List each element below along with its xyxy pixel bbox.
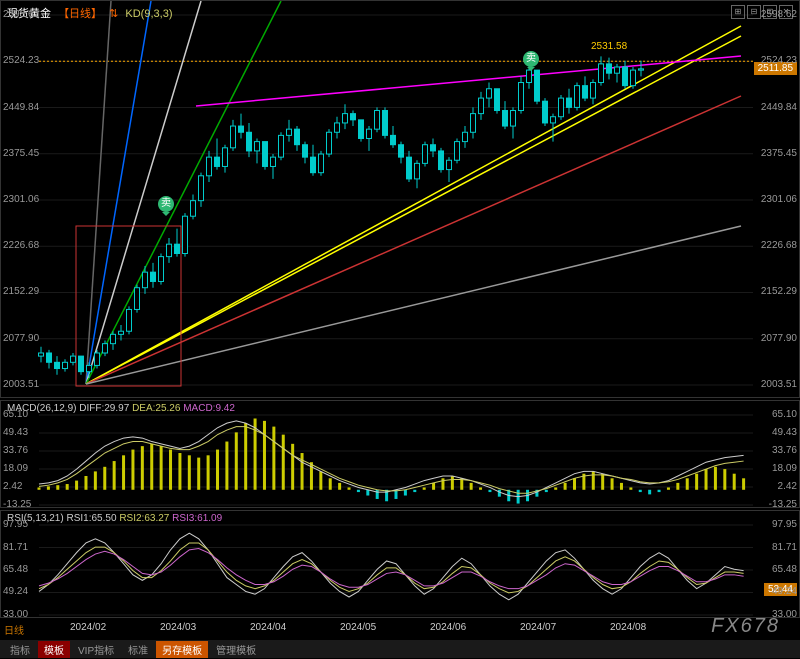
rsi-ytick-r: 81.71 — [772, 542, 797, 553]
y-tick-right: 2077.90 — [761, 333, 797, 344]
macd-ytick-r: 65.10 — [772, 409, 797, 420]
footer-tab[interactable]: 另存模板 — [156, 641, 208, 658]
macd-value: MACD:9.42 — [183, 403, 235, 414]
rsi3: RSI3:61.09 — [172, 513, 222, 524]
macd-ytick: 18.09 — [3, 463, 28, 474]
y-tick-left: 2449.84 — [3, 102, 39, 113]
macd-svg — [1, 401, 800, 509]
y-tick-left: 2003.51 — [3, 379, 39, 390]
macd-diff: DIFF:29.97 — [79, 403, 129, 414]
macd-ytick-r: 49.43 — [772, 427, 797, 438]
y-tick-left: 2077.90 — [3, 333, 39, 344]
y-tick-right: 2301.06 — [761, 194, 797, 205]
layout-icon[interactable]: ⊞ — [731, 5, 745, 19]
y-tick-right: 2152.29 — [761, 286, 797, 297]
macd-ytick: 2.42 — [3, 481, 22, 492]
y-tick-left: 2152.29 — [3, 286, 39, 297]
rsi-ytick: 65.48 — [3, 564, 28, 575]
footer-tab[interactable]: 指标 — [4, 641, 36, 658]
macd-ytick-r: -13.25 — [769, 499, 797, 510]
macd-header: MACD(26,12,9) DIFF:29.97 DEA:25.26 MACD:… — [7, 403, 235, 414]
y-tick-right: 2226.68 — [761, 240, 797, 251]
rsi-ytick-r: 65.48 — [772, 564, 797, 575]
footer-tab[interactable]: 模板 — [38, 641, 70, 658]
y-tick-right: 2598.62 — [761, 9, 797, 20]
rsi-ytick-r: 49.24 — [772, 586, 797, 597]
y-tick-right: 2375.45 — [761, 148, 797, 159]
main-chart-svg — [1, 1, 800, 399]
sell-marker: 卖 — [523, 51, 539, 67]
x-tick: 2024/07 — [520, 622, 556, 633]
macd-dea: DEA:25.26 — [132, 403, 180, 414]
rsi-indicator-panel[interactable]: RSI(5,13,21) RSI1:65.50 RSI2:63.27 RSI3:… — [0, 510, 800, 618]
macd-indicator-panel[interactable]: MACD(26,12,9) DIFF:29.97 DEA:25.26 MACD:… — [0, 400, 800, 508]
x-tick: 2024/02 — [70, 622, 106, 633]
macd-ytick-r: 18.09 — [772, 463, 797, 474]
x-tick: 2024/05 — [340, 622, 376, 633]
y-tick-right: 2003.51 — [761, 379, 797, 390]
kd-label: KD(9,3,3) — [125, 8, 172, 20]
minimize-icon[interactable]: ⊟ — [747, 5, 761, 19]
arrows-icon: ⇅ — [109, 8, 118, 20]
footer-tab[interactable]: VIP指标 — [72, 641, 120, 658]
rsi-ytick: 49.24 — [3, 586, 28, 597]
y-tick-left: 2301.06 — [3, 194, 39, 205]
footer-tab[interactable]: 管理模板 — [210, 641, 262, 658]
x-tick: 2024/06 — [430, 622, 466, 633]
y-tick-left: 2598.62 — [3, 9, 39, 20]
y-tick-right: 2449.84 — [761, 102, 797, 113]
main-price-chart[interactable]: 现货黄金 【日线】 ⇅ KD(9,3,3) ⊞ ⊟ ⊡ ✕ 2511.85 25… — [0, 0, 800, 398]
x-tick: 2024/08 — [610, 622, 646, 633]
macd-ytick: -13.25 — [3, 499, 31, 510]
y-tick-left: 2524.23 — [3, 55, 39, 66]
x-tick: 2024/03 — [160, 622, 196, 633]
macd-ytick: 65.10 — [3, 409, 28, 420]
watermark: FX678 — [711, 615, 780, 638]
y-tick-right: 2524.23 — [761, 55, 797, 66]
rsi-ytick: 33.00 — [3, 609, 28, 620]
rsi1: RSI1:65.50 — [66, 513, 116, 524]
y-tick-left: 2226.68 — [3, 240, 39, 251]
x-tick: 2024/04 — [250, 622, 286, 633]
y-tick-left: 2375.45 — [3, 148, 39, 159]
rsi-ytick: 97.95 — [3, 519, 28, 530]
rsi-ytick-r: 97.95 — [772, 519, 797, 530]
timeframe-axis-label: 日线 — [4, 622, 24, 637]
rsi2: RSI2:63.27 — [119, 513, 169, 524]
macd-ytick: 49.43 — [3, 427, 28, 438]
rsi-ytick: 81.71 — [3, 542, 28, 553]
time-axis: 日线 2024/02 2024/03 2024/04 2024/05 2024/06 20… — [0, 620, 800, 640]
sell-marker: 卖 — [158, 196, 174, 212]
macd-ytick-r: 33.76 — [772, 445, 797, 456]
rsi-svg — [1, 511, 800, 619]
macd-ytick-r: 2.42 — [778, 481, 797, 492]
footer-tabs: 指标模板VIP指标标准另存模板管理模板 — [0, 640, 800, 658]
rsi-header: RSI(5,13,21) RSI1:65.50 RSI2:63.27 RSI3:… — [7, 513, 222, 524]
footer-tab[interactable]: 标准 — [122, 641, 154, 658]
macd-ytick: 33.76 — [3, 445, 28, 456]
high-price-label: 2531.58 — [591, 41, 627, 52]
timeframe-label: 【日线】 — [58, 8, 102, 20]
